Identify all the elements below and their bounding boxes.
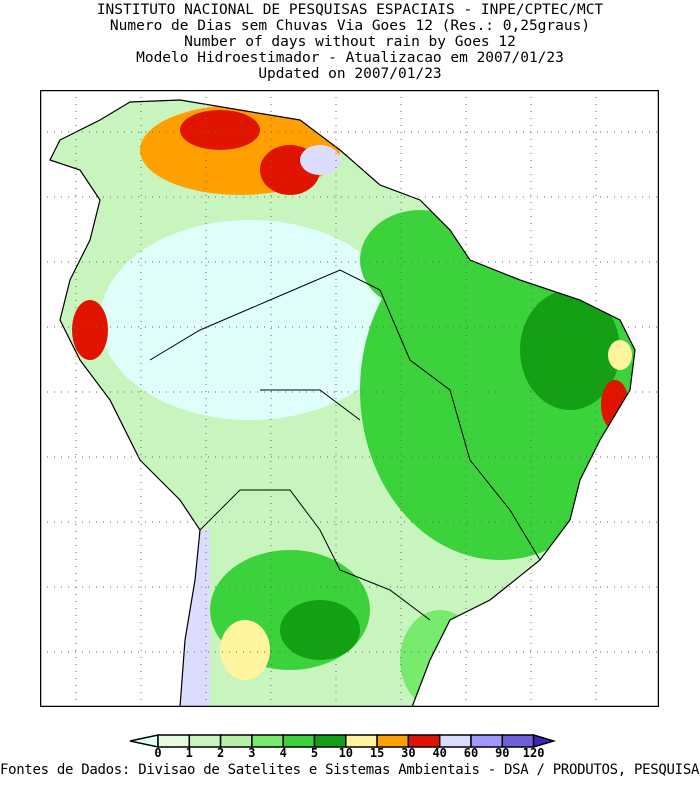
title-line-3: Number of days without rain by Goes 12 bbox=[184, 34, 516, 50]
title-line-1: INSTITUTO NACIONAL DE PESQUISAS ESPACIAI… bbox=[96, 2, 604, 18]
colorbar-label: 4 bbox=[279, 746, 287, 760]
grid-lines bbox=[40, 90, 659, 707]
colorbar-label: 30 bbox=[401, 746, 416, 760]
colorbar-labels: 0 1 2 3 4 5 10 15 30 40 60 90 120 bbox=[0, 746, 700, 760]
colorbar-label: 15 bbox=[369, 746, 385, 760]
colorbar bbox=[129, 734, 557, 748]
colorbar-label: 40 bbox=[432, 746, 447, 760]
south-america-dry-days-map bbox=[40, 90, 659, 707]
colorbar-label: 10 bbox=[338, 746, 354, 760]
colorbar-label: 90 bbox=[495, 746, 510, 760]
map-frame bbox=[40, 90, 659, 707]
title-line-2: Numero de Dias sem Chuvas Via Goes 12 (R… bbox=[109, 18, 591, 34]
title-line-5: Updated on 2007/01/23 bbox=[258, 66, 442, 82]
colorbar-label: 5 bbox=[310, 746, 319, 760]
country-borders bbox=[149, 269, 541, 621]
colorbar-label: 3 bbox=[248, 746, 256, 760]
colorbar-label: 60 bbox=[463, 746, 479, 760]
colorbar-swatch bbox=[532, 734, 557, 748]
map-title: INSTITUTO NACIONAL DE PESQUISAS ESPACIAI… bbox=[0, 2, 700, 82]
colorbar-label: 2 bbox=[216, 746, 225, 760]
colorbar-label: 0 bbox=[154, 746, 162, 760]
title-line-4: Modelo Hidroestimador - Atualizacao em 2… bbox=[136, 50, 564, 66]
colorbar-label: 120 bbox=[522, 746, 545, 760]
colorbar-label: 1 bbox=[185, 746, 193, 760]
data-source-footer: Fontes de Dados: Divisao de Satelites e … bbox=[0, 762, 700, 778]
